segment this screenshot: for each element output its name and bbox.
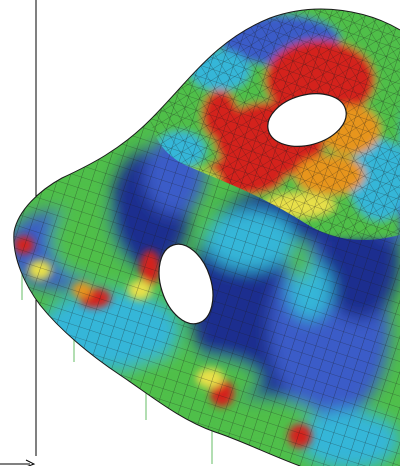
frame-arrow [25, 459, 36, 466]
part-edge [13, 8, 400, 233]
flange-edge [13, 231, 301, 466]
top-hole [267, 93, 347, 147]
part-body [13, 8, 400, 466]
side-hole [158, 243, 214, 325]
